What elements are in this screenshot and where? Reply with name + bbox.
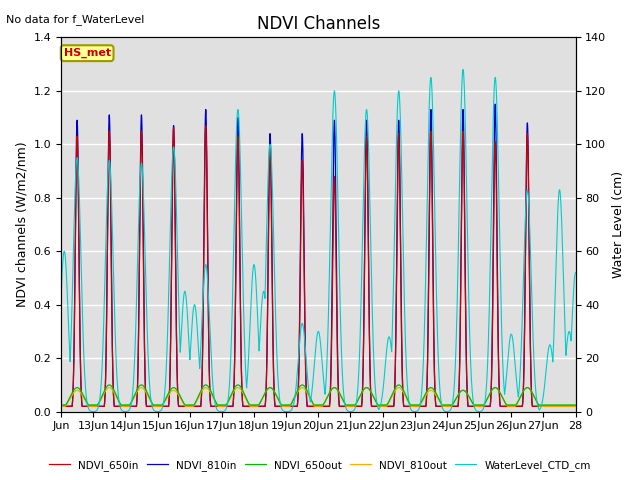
Text: No data for f_WaterLevel: No data for f_WaterLevel <box>6 14 145 25</box>
NDVI_650out <box>301 384 308 389</box>
NDVI_810out <box>538 404 546 409</box>
Line: NDVI_650out: NDVI_650out <box>61 385 575 405</box>
WaterLevel_CTD_cm <box>283 409 291 415</box>
NDVI_810out <box>388 395 396 400</box>
WaterLevel_CTD_cm <box>388 346 396 352</box>
NDVI_810in <box>538 404 546 409</box>
WaterLevel_CTD_cm <box>538 399 546 405</box>
Line: WaterLevel_CTD_cm: WaterLevel_CTD_cm <box>61 70 575 412</box>
NDVI_650out <box>186 402 193 408</box>
NDVI_810out <box>57 404 65 409</box>
WaterLevel_CTD_cm <box>572 270 579 276</box>
NDVI_650in <box>57 404 65 409</box>
WaterLevel_CTD_cm <box>57 295 65 301</box>
NDVI_810in <box>572 404 579 409</box>
NDVI_650in <box>426 201 433 206</box>
NDVI_810out <box>301 386 308 392</box>
WaterLevel_CTD_cm <box>426 95 433 101</box>
Legend: NDVI_650in, NDVI_810in, NDVI_650out, NDVI_810out, WaterLevel_CTD_cm: NDVI_650in, NDVI_810in, NDVI_650out, NDV… <box>45 456 595 475</box>
NDVI_650in <box>388 404 396 409</box>
NDVI_650out <box>538 402 546 408</box>
NDVI_650out <box>572 402 579 408</box>
NDVI_810out <box>572 404 579 409</box>
NDVI_650in <box>369 404 376 409</box>
NDVI_650in <box>572 404 579 409</box>
NDVI_650in <box>202 123 209 129</box>
NDVI_650out <box>388 393 396 399</box>
NDVI_810out <box>106 385 113 391</box>
WaterLevel_CTD_cm <box>459 67 467 72</box>
NDVI_650out <box>106 382 113 388</box>
NDVI_810out <box>426 388 433 394</box>
NDVI_810out <box>186 404 193 409</box>
Line: NDVI_810in: NDVI_810in <box>61 104 575 407</box>
NDVI_810in <box>426 188 433 193</box>
NDVI_650out <box>426 385 433 391</box>
NDVI_810in <box>369 404 376 409</box>
NDVI_810in <box>301 278 308 284</box>
Line: NDVI_810out: NDVI_810out <box>61 388 575 407</box>
NDVI_810in <box>186 404 193 409</box>
Y-axis label: NDVI channels (W/m2/nm): NDVI channels (W/m2/nm) <box>15 142 28 307</box>
WaterLevel_CTD_cm <box>186 347 193 352</box>
WaterLevel_CTD_cm <box>301 334 308 339</box>
Text: HS_met: HS_met <box>63 48 111 58</box>
NDVI_650in <box>186 404 193 409</box>
NDVI_810in <box>57 404 65 409</box>
NDVI_810in <box>387 404 395 409</box>
NDVI_650in <box>538 404 546 409</box>
NDVI_650in <box>301 293 308 299</box>
NDVI_650out <box>57 402 65 408</box>
NDVI_650out <box>369 391 376 397</box>
NDVI_810in <box>492 101 499 107</box>
Y-axis label: Water Level (cm): Water Level (cm) <box>612 171 625 278</box>
NDVI_810out <box>369 391 376 397</box>
Title: NDVI Channels: NDVI Channels <box>257 15 380 33</box>
WaterLevel_CTD_cm <box>369 307 376 313</box>
Line: NDVI_650in: NDVI_650in <box>61 126 575 407</box>
